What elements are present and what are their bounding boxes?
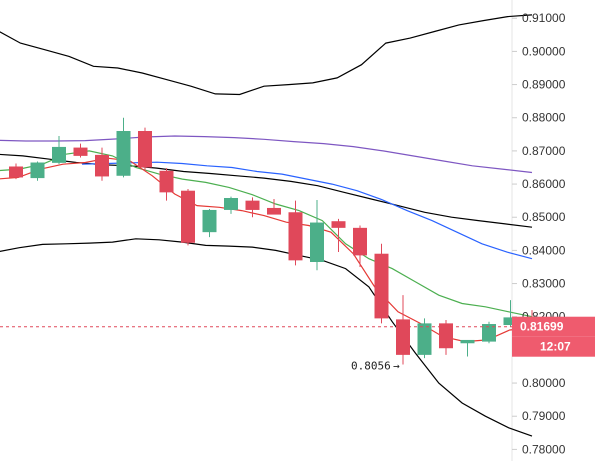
candle[interactable]: [224, 196, 238, 214]
candle[interactable]: [439, 320, 453, 355]
candle-body: [138, 131, 152, 168]
candle-body: [30, 162, 45, 179]
candle[interactable]: [482, 321, 496, 344]
y-axis-tick-label: 0.88000: [522, 111, 566, 125]
candle-body: [245, 200, 260, 210]
candle[interactable]: [138, 127, 152, 171]
candle-body: [52, 146, 66, 163]
candle-body: [439, 323, 453, 349]
countdown-tag-bg: [512, 336, 595, 357]
candle[interactable]: [95, 147, 109, 181]
current-price-tag: 0.81699 12:07: [512, 316, 595, 357]
bollinger-upper-line: [0, 14, 533, 96]
candle-body: [310, 222, 324, 263]
candlesticks: [9, 117, 539, 365]
candle[interactable]: [181, 189, 195, 246]
candle[interactable]: [331, 218, 346, 253]
candle[interactable]: [503, 300, 518, 327]
candle-body: [202, 209, 217, 233]
candle[interactable]: [159, 168, 174, 201]
candle[interactable]: [417, 318, 432, 359]
candle[interactable]: [73, 143, 88, 158]
current-price-label: 0.81699: [520, 320, 564, 334]
low-annotation: 0.8056 →: [351, 359, 400, 372]
candle-body: [181, 190, 195, 243]
candle-body: [460, 339, 475, 344]
candle-body: [116, 131, 131, 176]
candle[interactable]: [374, 243, 389, 324]
candle[interactable]: [267, 198, 281, 215]
ma-blue-line: [81, 161, 533, 260]
candle[interactable]: [353, 225, 367, 267]
candle-body: [267, 207, 281, 215]
candle[interactable]: [460, 339, 475, 357]
low-arrow-icon: →: [393, 359, 400, 372]
ma-purple-line: [0, 135, 533, 174]
candle-body: [331, 221, 346, 228]
candle-body: [288, 212, 303, 261]
candle-body: [73, 147, 88, 156]
low-price-label: 0.8056: [351, 359, 391, 372]
y-axis-tick-label: 0.87000: [522, 144, 566, 158]
candle-body: [95, 154, 109, 177]
candle-body: [503, 317, 518, 326]
y-axis-tick-label: 0.83000: [522, 277, 566, 291]
candle-body: [374, 253, 389, 319]
y-axis-tick-label: 0.86000: [522, 177, 566, 191]
candle[interactable]: [52, 135, 66, 165]
y-axis-tick-label: 0.90000: [522, 44, 566, 58]
y-axis-tick-label: 0.79000: [522, 409, 566, 423]
candle-body: [482, 324, 496, 342]
candle-body: [417, 323, 432, 355]
candle[interactable]: [116, 117, 131, 178]
candle-body: [159, 170, 174, 193]
candle-body: [224, 197, 238, 210]
ma-red-line: [0, 157, 533, 343]
ma-black-line: [0, 153, 533, 228]
candle[interactable]: [9, 163, 23, 180]
candle[interactable]: [202, 208, 217, 238]
candle[interactable]: [30, 161, 45, 181]
y-axis-tick-label: 0.80000: [522, 376, 566, 390]
candle[interactable]: [396, 295, 410, 365]
indicator-lines: [0, 14, 533, 437]
y-axis-tick-label: 0.89000: [522, 78, 566, 92]
current-price-tag-bg: [512, 316, 595, 337]
candle-body: [396, 319, 410, 355]
y-axis-tick-label: 0.85000: [522, 210, 566, 224]
candle[interactable]: [310, 199, 324, 271]
price-axis[interactable]: 0.91000 0.90000 0.89000 0.88000 0.87000 0.860…: [512, 11, 566, 456]
candle-body: [353, 227, 367, 256]
candle[interactable]: [245, 197, 260, 218]
y-axis-tick-label: 0.91000: [522, 11, 566, 25]
bollinger-lower-line: [0, 238, 533, 437]
candle-body: [9, 166, 23, 178]
ma-green-line: [0, 150, 533, 318]
y-axis-tick-label: 0.78000: [522, 442, 566, 456]
candle[interactable]: [288, 200, 303, 266]
y-axis-tick-label: 0.84000: [522, 243, 566, 257]
countdown-label: 12:07: [540, 340, 571, 354]
